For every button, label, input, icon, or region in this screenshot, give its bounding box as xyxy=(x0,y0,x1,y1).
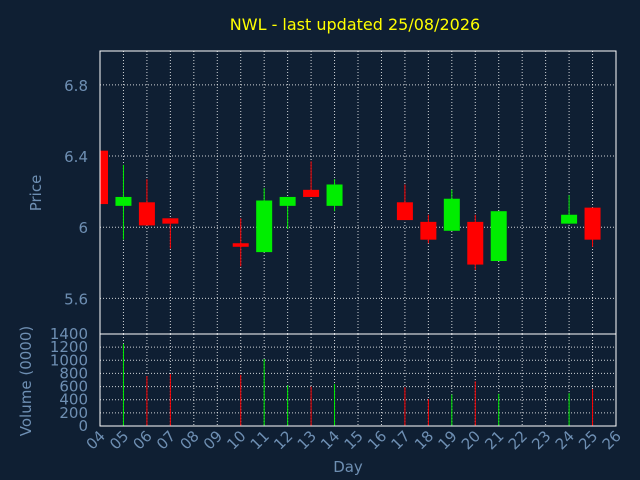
x-tick-label: 21 xyxy=(481,427,507,453)
candle-body xyxy=(467,221,484,265)
x-tick-label: 05 xyxy=(106,427,132,453)
candle-body xyxy=(162,218,179,224)
x-tick-label: 26 xyxy=(599,427,625,453)
x-tick-label: 06 xyxy=(130,427,156,453)
x-tick-label: 08 xyxy=(176,427,202,453)
price-y-tick-label: 6 xyxy=(78,219,88,237)
volume-y-tick-label: 1400 xyxy=(50,325,88,343)
x-tick-label: 20 xyxy=(458,427,484,453)
x-tick-label: 14 xyxy=(317,427,343,453)
x-tick-label: 09 xyxy=(200,427,226,453)
price-y-ticks: 5.6 6 6.4 6.8 xyxy=(64,77,88,309)
candle-body xyxy=(115,196,132,206)
x-tick-label: 11 xyxy=(247,427,273,453)
price-y-tick-label: 6.4 xyxy=(64,148,88,166)
candle-body xyxy=(256,200,273,253)
candle-body xyxy=(138,202,155,226)
x-tick-label: 24 xyxy=(552,427,578,453)
volume-grid xyxy=(99,333,617,427)
candle-body xyxy=(100,150,108,205)
x-tick-label: 13 xyxy=(294,427,320,453)
price-axis-label: Price xyxy=(27,175,45,212)
candle-body xyxy=(443,198,460,231)
candles xyxy=(99,150,601,270)
price-y-tick-label: 6.8 xyxy=(64,77,88,95)
candle-body xyxy=(396,202,413,221)
volume-y-tick-label: 0 xyxy=(78,417,88,435)
x-tick-label: 10 xyxy=(223,427,249,453)
volume-y-tick-label: 600 xyxy=(59,378,88,396)
candle-body xyxy=(561,214,578,224)
chart-title: NWL - last updated 25/08/2026 xyxy=(230,15,480,34)
x-tick-label: 23 xyxy=(528,427,554,453)
volume-y-tick-label: 200 xyxy=(59,404,88,422)
price-y-tick-label: 5.6 xyxy=(64,290,88,308)
candle-body xyxy=(490,211,507,262)
volume-panel-frame xyxy=(99,333,617,427)
x-tick-label: 19 xyxy=(434,427,460,453)
price-grid xyxy=(99,51,617,334)
volume-y-tick-label: 1200 xyxy=(50,338,88,356)
volume-y-tick-label: 800 xyxy=(59,364,88,382)
volume-axis-label: Volume (0000) xyxy=(17,326,35,436)
x-tick-label: 16 xyxy=(364,427,390,453)
candle-body xyxy=(232,243,249,247)
volume-y-tick-label: 1000 xyxy=(50,351,88,369)
volume-bars xyxy=(122,343,594,426)
x-tick-label: 17 xyxy=(388,427,414,453)
x-tick-label: 25 xyxy=(575,427,601,453)
candle-body xyxy=(584,207,601,240)
x-tick-label: 18 xyxy=(411,427,437,453)
candle-body xyxy=(303,189,320,197)
x-tick-label: 15 xyxy=(341,427,367,453)
candle-body xyxy=(326,184,343,206)
volume-y-tick-label: 400 xyxy=(59,391,88,409)
x-tick-label: 07 xyxy=(153,427,179,453)
x-tick-label: 22 xyxy=(505,427,531,453)
x-ticks: 0405060708091011121314151617181920212223… xyxy=(83,427,625,453)
candle-body xyxy=(279,196,296,206)
x-axis-label: Day xyxy=(333,458,363,476)
x-tick-label: 12 xyxy=(270,427,296,453)
candle-body xyxy=(420,221,437,240)
